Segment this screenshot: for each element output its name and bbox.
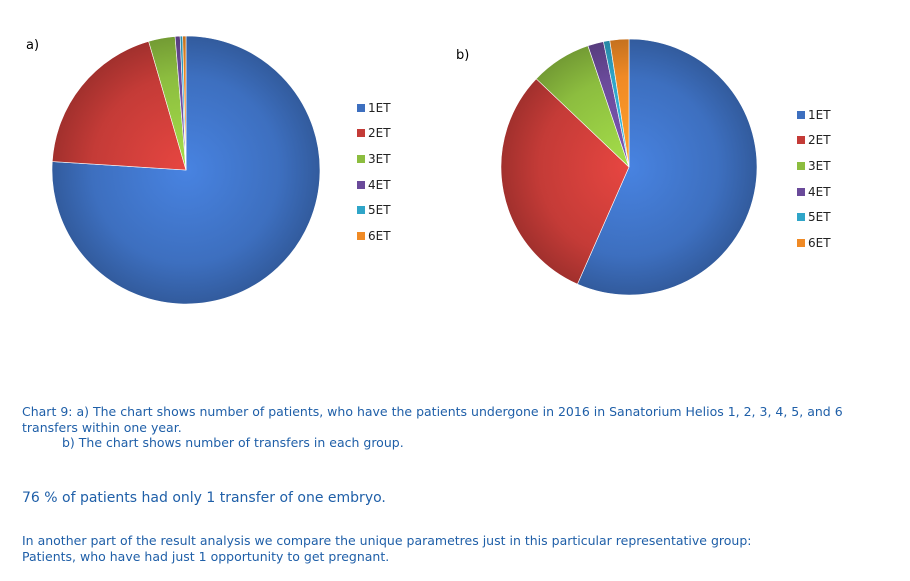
legend-label: 6ET xyxy=(808,235,831,250)
analysis-note: In another part of the result analysis w… xyxy=(22,533,892,564)
legend-a-item-1et: 1ET xyxy=(357,95,391,121)
legend-label: 3ET xyxy=(808,158,831,173)
chart-caption: Chart 9: a) The chart shows number of pa… xyxy=(22,404,892,451)
legend-label: 5ET xyxy=(808,210,831,225)
pie-a-slice-6et xyxy=(182,35,187,171)
panel-label-a: a) xyxy=(26,38,40,53)
legend-b-item-5et: 5ET xyxy=(797,204,831,230)
pie-b-slice-6et xyxy=(609,38,630,168)
legend-swatch xyxy=(797,213,805,222)
legend-swatch xyxy=(797,161,805,170)
legend-swatch xyxy=(357,206,365,215)
legend-a-item-6et: 6ET xyxy=(357,223,391,249)
legend-label: 2ET xyxy=(808,133,831,148)
legend-swatch xyxy=(797,187,805,196)
legend-b-item-2et: 2ET xyxy=(797,128,831,154)
caption-line-2: b) The chart shows number of transfers i… xyxy=(62,435,404,450)
legend-a-item-4et: 4ET xyxy=(357,172,391,198)
legend-label: 5ET xyxy=(368,203,391,218)
pie-chart-b xyxy=(500,38,758,296)
legend-swatch xyxy=(357,180,365,189)
legend-swatch xyxy=(797,238,805,247)
caption-line-1: Chart 9: a) The chart shows number of pa… xyxy=(22,404,843,435)
legend-label: 4ET xyxy=(808,184,831,199)
legend-label: 1ET xyxy=(808,107,831,122)
legend-label: 3ET xyxy=(368,151,391,166)
legend-swatch xyxy=(357,231,365,240)
legend-a-item-2et: 2ET xyxy=(357,121,391,147)
panel-label-b: b) xyxy=(456,48,470,63)
legend-label: 4ET xyxy=(368,177,391,192)
summary-text: 76 % of patients had only 1 transfer of … xyxy=(22,490,386,506)
legend-label: 1ET xyxy=(368,100,391,115)
pie-chart-a xyxy=(51,35,321,305)
legend-b-item-1et: 1ET xyxy=(797,102,831,128)
legend-label: 2ET xyxy=(368,126,391,141)
note-line-1: In another part of the result analysis w… xyxy=(22,533,752,548)
pie-b-slice-1et xyxy=(577,38,758,296)
legend-a: 1ET 2ET 3ET 4ET 5ET 6ET xyxy=(357,95,391,249)
legend-swatch xyxy=(357,129,365,138)
note-line-2: Patients, who have had just 1 opportunit… xyxy=(22,548,390,564)
pie-b-slice-2et xyxy=(500,78,630,285)
pie-a-slice-1et xyxy=(51,35,321,305)
legend-a-item-3et: 3ET xyxy=(357,146,391,172)
legend-b-item-4et: 4ET xyxy=(797,179,831,205)
legend-a-item-5et: 5ET xyxy=(357,197,391,223)
pie-a-slice-2et xyxy=(51,40,187,171)
legend-b-item-6et: 6ET xyxy=(797,230,831,256)
legend-label: 6ET xyxy=(368,228,391,243)
legend-swatch xyxy=(797,110,805,119)
legend-b: 1ET 2ET 3ET 4ET 5ET 6ET xyxy=(797,102,831,256)
legend-swatch xyxy=(357,103,365,112)
legend-swatch xyxy=(797,136,805,145)
legend-swatch xyxy=(357,154,365,163)
legend-b-item-3et: 3ET xyxy=(797,153,831,179)
